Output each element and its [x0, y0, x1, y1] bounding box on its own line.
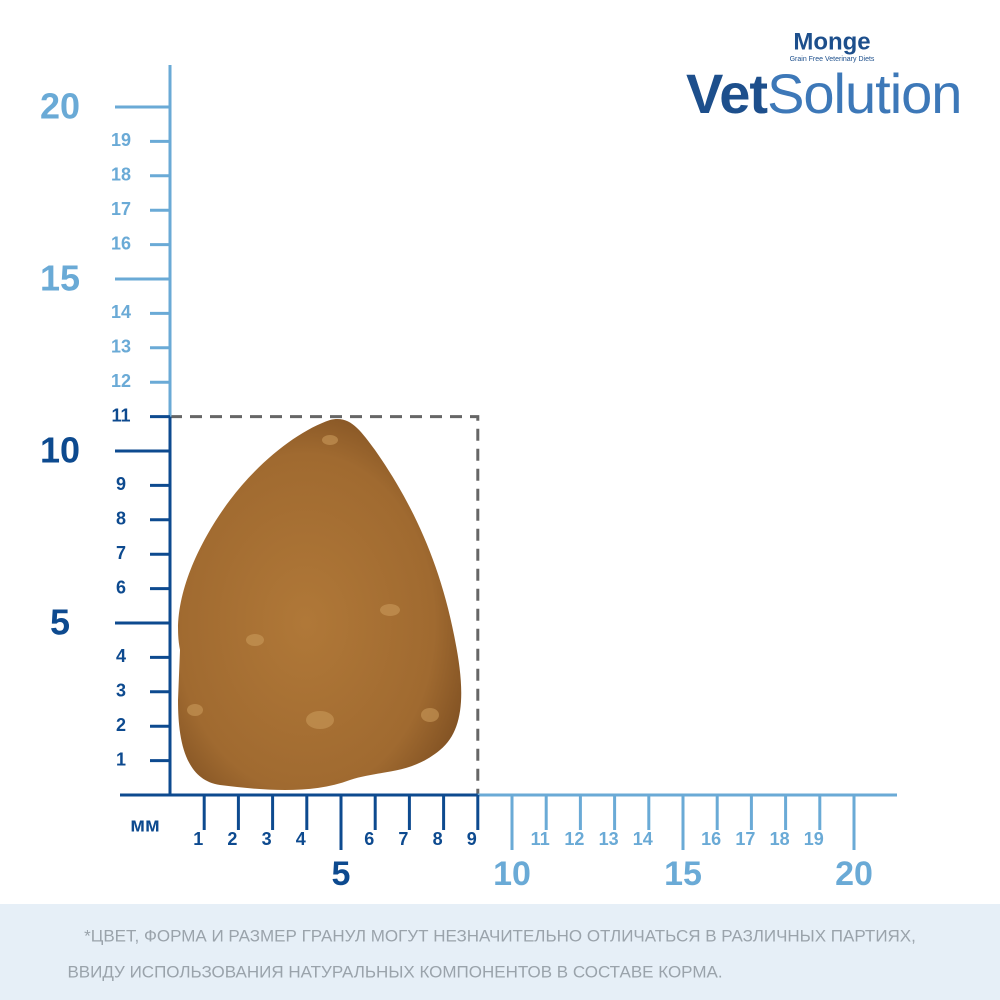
y-tick-label: 11 — [111, 405, 130, 425]
kibble — [178, 419, 462, 790]
x-tick-label: 2 — [227, 829, 237, 849]
x-tick-label: 3 — [262, 829, 272, 849]
brand-name: Monge — [793, 28, 870, 55]
size-outline — [170, 415, 480, 795]
x-tick-label: 10 — [493, 855, 531, 893]
y-tick-label: 15 — [40, 258, 80, 299]
y-tick-label: 18 — [111, 165, 131, 185]
y-tick-label: 1 — [116, 749, 126, 769]
x-tick-label: 20 — [835, 855, 873, 893]
y-tick-label: 7 — [116, 543, 126, 563]
y-tick-label: 17 — [111, 199, 131, 219]
product-prefix: Vet — [686, 62, 767, 125]
x-tick-label: 16 — [701, 829, 721, 849]
y-tick-label: 19 — [111, 130, 131, 150]
x-tick-label: 13 — [599, 829, 619, 849]
kibble-texture — [187, 435, 439, 729]
x-tick-label: 4 — [296, 829, 306, 849]
product-suffix: Solution — [767, 62, 961, 125]
y-tick-label: 6 — [116, 577, 126, 597]
x-tick-label: 5 — [332, 855, 351, 893]
x-tick-label: 6 — [364, 829, 374, 849]
x-tick-label: 17 — [735, 829, 755, 849]
x-tick-label: 14 — [633, 829, 653, 849]
y-tick-label: 12 — [111, 371, 131, 391]
y-tick-label: 20 — [40, 86, 80, 127]
brand-tagline: Grain Free Veterinary Diets — [790, 56, 875, 63]
x-tick-label: 8 — [433, 829, 443, 849]
note-line: ВВИДУ ИСПОЛЬЗОВАНИЯ НАТУРАЛЬНЫХ КОМПОНЕН… — [67, 962, 722, 981]
y-tick-label: 10 — [40, 430, 80, 471]
unit-label: мм — [130, 814, 160, 836]
note-band — [0, 904, 1000, 1000]
note-line: *ЦВЕТ, ФОРМА И РАЗМЕР ГРАНУЛ МОГУТ НЕЗНА… — [84, 926, 916, 945]
x-tick-label: 19 — [804, 829, 824, 849]
y-tick-label: 14 — [111, 302, 131, 322]
x-tick-label: 7 — [398, 829, 408, 849]
x-tick-label: 18 — [770, 829, 790, 849]
y-tick-label: 2 — [116, 715, 126, 735]
x-tick-label: 12 — [564, 829, 584, 849]
product-name: VetSolution — [686, 62, 961, 125]
y-tick-label: 4 — [116, 646, 126, 666]
y-tick-label: 3 — [116, 681, 126, 701]
x-tick-label: 15 — [664, 855, 702, 893]
y-tick-label: 9 — [116, 474, 126, 494]
x-tick-label: 1 — [193, 829, 203, 849]
y-tick-label: 16 — [111, 233, 131, 253]
x-tick-label: 11 — [531, 829, 550, 849]
x-tick-label: 9 — [467, 829, 477, 849]
y-tick-label: 5 — [50, 602, 70, 643]
y-tick-label: 13 — [111, 337, 131, 357]
y-tick-label: 8 — [116, 509, 126, 529]
